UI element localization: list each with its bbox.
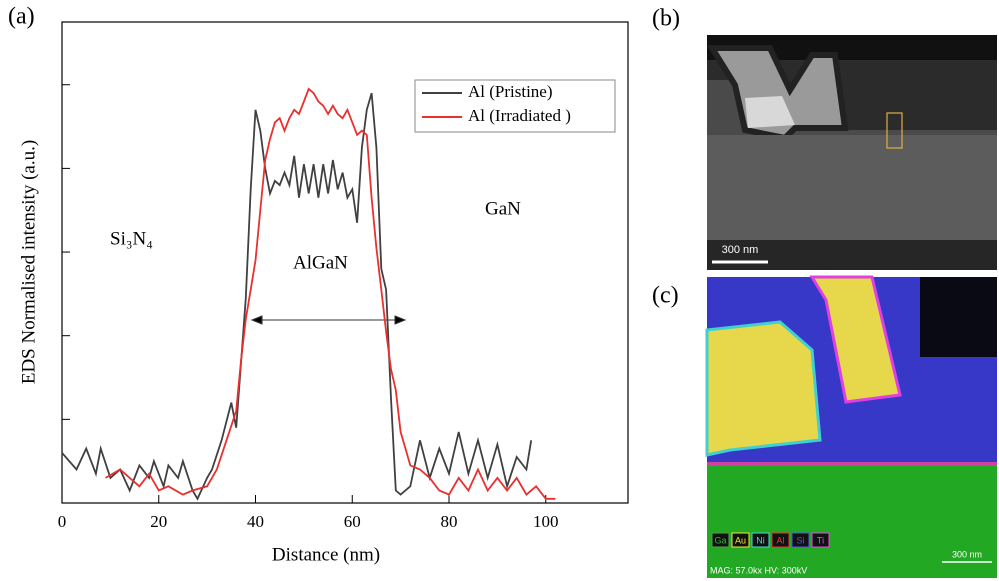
element-key — [751, 532, 770, 548]
x-tick-label: 80 — [441, 512, 458, 531]
line — [61, 92, 533, 501]
tem-image — [706, 35, 997, 270]
annotation: Si₃N₄ — [110, 228, 153, 249]
line — [105, 87, 556, 500]
element-label: Ga — [714, 535, 726, 545]
x-axis-label: Distance (nm) — [272, 544, 380, 565]
element-label: Ni — [756, 535, 765, 545]
element-label: Si — [796, 535, 804, 545]
x-tick-label: 0 — [58, 512, 67, 531]
panel-label: (c) — [652, 283, 679, 309]
element-key — [711, 532, 730, 548]
y-axis-label: EDS Normalised intensity (a.u.) — [18, 140, 39, 384]
width-arrow — [250, 315, 407, 325]
x-tick-label: 100 — [533, 512, 559, 531]
legend-label: Al (Pristine) — [468, 82, 553, 101]
annotation: AlGaN — [293, 252, 348, 273]
x-tick-label: 40 — [247, 512, 264, 531]
scale-bar-label: 300 nm — [722, 244, 759, 256]
panel-label: (a) — [8, 4, 35, 30]
element-key — [731, 532, 750, 548]
element-label: Al — [776, 535, 784, 545]
legend-box — [414, 79, 616, 133]
image-info: MAG: 57.0kx HV: 300kV — [710, 565, 807, 575]
panel-label: (b) — [652, 6, 680, 32]
element-key — [791, 532, 810, 548]
element-label: Ti — [817, 535, 824, 545]
annotation: GaN — [485, 198, 521, 219]
plot-frame — [61, 21, 629, 504]
element-label: Au — [735, 535, 746, 545]
x-tick-label: 20 — [150, 512, 167, 531]
element-key — [811, 532, 830, 548]
eds-map — [705, 275, 997, 578]
scale-bar-label: 300 nm — [952, 549, 982, 559]
x-tick-label: 60 — [344, 512, 361, 531]
element-key — [771, 532, 790, 548]
legend-label: Al (Irradiated ) — [468, 106, 571, 125]
